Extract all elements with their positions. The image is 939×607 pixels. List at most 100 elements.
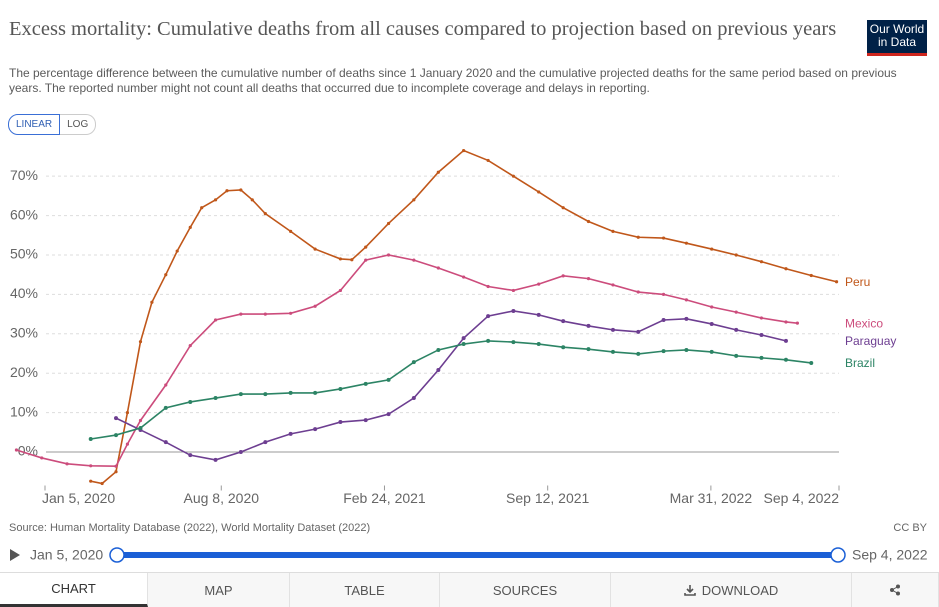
data-point xyxy=(363,381,368,386)
logo[interactable]: Our World in Data xyxy=(867,20,927,56)
data-point xyxy=(661,349,666,354)
data-point xyxy=(386,412,391,417)
data-point xyxy=(783,357,788,362)
legend-label: Paraguay xyxy=(845,334,896,348)
y-tick-label: 10% xyxy=(10,403,38,419)
tab-label: DOWNLOAD xyxy=(701,582,779,598)
legend-label: Mexico xyxy=(845,316,883,330)
data-point xyxy=(386,377,391,382)
data-point xyxy=(213,396,218,401)
scale-option[interactable]: LINEAR xyxy=(8,114,61,135)
data-point xyxy=(411,396,416,401)
chart: Jan 5, 2020 Sep 4, 2022 0%10%20%30%40%50… xyxy=(10,148,928,563)
data-point xyxy=(586,277,591,281)
series-line xyxy=(115,310,787,461)
data-point xyxy=(125,442,130,446)
data-point xyxy=(436,170,440,174)
data-point xyxy=(114,433,119,438)
data-point xyxy=(734,253,738,257)
data-point xyxy=(709,321,714,326)
data-point xyxy=(163,440,168,445)
tab[interactable]: SOURCES xyxy=(440,573,611,607)
data-point xyxy=(511,288,516,293)
data-point xyxy=(709,349,714,354)
data-point xyxy=(661,236,666,240)
data-point xyxy=(710,247,714,251)
data-point xyxy=(636,351,641,356)
data-point xyxy=(238,392,243,397)
data-point xyxy=(486,284,490,289)
data-point xyxy=(684,241,689,245)
data-point xyxy=(834,280,839,284)
data-point xyxy=(486,338,491,343)
data-point xyxy=(784,320,788,324)
data-point xyxy=(200,206,204,210)
data-point xyxy=(661,318,666,323)
data-point xyxy=(175,249,179,253)
data-point xyxy=(89,479,93,483)
data-point xyxy=(163,405,168,410)
download-icon xyxy=(683,585,696,596)
data-point xyxy=(561,345,566,350)
share-icon xyxy=(890,584,900,596)
data-point xyxy=(783,338,788,343)
data-point xyxy=(288,431,293,436)
timeline-start: Jan 5, 2020 xyxy=(30,547,103,563)
data-point xyxy=(462,275,466,279)
data-point xyxy=(125,411,130,415)
x-tick-label: Sep 4, 2022 xyxy=(763,490,839,506)
data-point xyxy=(188,399,193,404)
data-point xyxy=(611,229,615,233)
share-tab[interactable] xyxy=(852,573,939,607)
data-point xyxy=(213,318,218,322)
play-button[interactable] xyxy=(10,549,20,561)
data-point xyxy=(313,427,318,432)
data-point xyxy=(759,332,764,337)
tab[interactable]: DOWNLOAD xyxy=(611,573,852,607)
data-point xyxy=(586,323,591,328)
data-point xyxy=(263,392,268,397)
data-point xyxy=(461,342,466,347)
data-point xyxy=(412,258,416,262)
legend-label: Brazil xyxy=(845,356,875,370)
data-point xyxy=(511,340,516,345)
tab[interactable]: CHART xyxy=(0,573,148,607)
chart-title: Excess mortality: Cumulative deaths from… xyxy=(9,18,837,40)
data-point xyxy=(610,327,615,332)
scale-option[interactable]: LOG xyxy=(60,114,97,135)
data-point xyxy=(809,360,814,365)
series-line xyxy=(90,149,837,485)
data-point xyxy=(239,312,243,316)
data-point xyxy=(684,347,689,352)
x-tick-label: Aug 8, 2020 xyxy=(184,490,260,506)
data-point xyxy=(759,316,764,320)
data-point xyxy=(164,273,168,277)
data-point xyxy=(164,383,168,387)
tab[interactable]: MAP xyxy=(148,573,290,607)
data-point xyxy=(239,188,243,192)
data-point xyxy=(536,342,541,347)
data-point xyxy=(795,321,799,325)
data-point xyxy=(338,257,343,261)
data-point xyxy=(611,283,615,287)
data-point xyxy=(40,456,44,460)
data-point xyxy=(114,464,118,468)
data-point xyxy=(610,349,615,354)
data-point xyxy=(89,464,93,468)
timeline-handle[interactable] xyxy=(830,547,846,563)
series-line xyxy=(16,254,798,467)
y-tick-label: 30% xyxy=(10,324,38,340)
data-point xyxy=(436,368,441,373)
tab[interactable]: TABLE xyxy=(290,573,440,607)
data-point xyxy=(313,304,317,308)
timeline-handle[interactable] xyxy=(109,547,125,563)
license[interactable]: CC BY xyxy=(893,522,927,534)
data-point xyxy=(364,245,368,249)
data-point xyxy=(14,448,19,452)
data-point xyxy=(412,198,416,202)
tab-bar: CHART MAP TABLE SOURCES DOWNLOAD xyxy=(0,572,939,607)
data-point xyxy=(138,418,143,423)
data-point xyxy=(561,274,565,278)
data-point xyxy=(436,347,441,352)
